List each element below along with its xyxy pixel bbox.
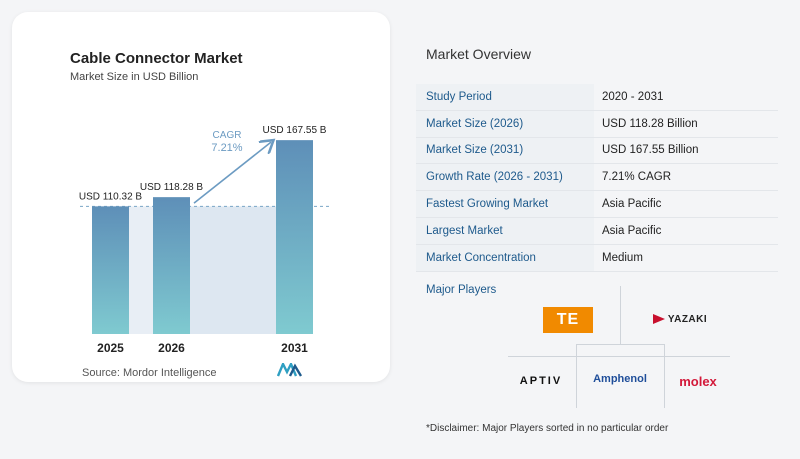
overview-title: Market Overview	[426, 46, 532, 62]
bar-value-label: USD 110.32 B	[79, 191, 143, 202]
overview-table: Study Period 2020 - 2031 Market Size (202…	[416, 84, 778, 272]
row-value: USD 118.28 Billion	[602, 117, 698, 130]
amphenol-logo: Amphenol	[578, 364, 662, 394]
overview-row: Growth Rate (2026 - 2031) 7.21% CAGR	[416, 164, 778, 192]
disclaimer: *Disclaimer: Major Players sorted in no …	[426, 423, 669, 434]
cagr-label: CAGR	[213, 130, 242, 141]
te-logo-mark: TE	[543, 307, 593, 333]
yazaki-logo: YAZAKI	[632, 304, 728, 334]
row-label: Market Size (2026)	[416, 110, 594, 137]
row-label: Growth Rate (2026 - 2031)	[416, 164, 594, 191]
row-value: 7.21% CAGR	[602, 171, 672, 184]
divider	[508, 356, 730, 357]
bar-chart: USD 110.32 B 2025 USD 118.28 B 2026 USD 167.…	[79, 125, 330, 355]
row-label: Study Period	[416, 84, 594, 110]
molex-wordmark: molex	[679, 373, 717, 389]
overview-row: Study Period 2020 - 2031	[416, 84, 778, 111]
growth-shade	[190, 206, 276, 334]
te-logo: TE	[528, 302, 608, 338]
row-label: Market Concentration	[416, 244, 594, 271]
aptiv-logo: APTIV	[508, 366, 574, 396]
bar-value-label: USD 167.55 B	[263, 125, 327, 136]
overview-row: Market Size (2031) USD 167.55 Billion	[416, 137, 778, 165]
overview-row: Market Size (2026) USD 118.28 Billion	[416, 110, 778, 138]
bar-2031	[276, 140, 313, 334]
row-label: Fastest Growing Market	[416, 191, 594, 217]
players-grid: TE YAZAKI APTIV Amphenol molex	[508, 286, 730, 408]
source-note: Source: Mordor Intelligence	[82, 367, 217, 379]
divider	[576, 344, 664, 345]
row-value: Asia Pacific	[602, 198, 662, 211]
yazaki-mark-icon	[652, 314, 665, 324]
row-value: 2020 - 2031	[602, 90, 664, 103]
bar-2026	[153, 197, 190, 334]
row-value: Medium	[602, 251, 643, 264]
chart-subtitle: Market Size in USD Billion	[70, 71, 199, 83]
chart-title: Cable Connector Market	[70, 50, 243, 67]
row-value: USD 167.55 Billion	[602, 144, 699, 157]
base-shade	[129, 206, 153, 334]
overview-row: Market Concentration Medium	[416, 244, 778, 272]
overview-row: Fastest Growing Market Asia Pacific	[416, 191, 778, 218]
divider	[664, 344, 665, 408]
amphenol-wordmark: Amphenol	[593, 373, 647, 385]
bar-2025	[92, 206, 129, 334]
bar-value-label: USD 118.28 B	[140, 182, 204, 193]
molex-logo: molex	[666, 366, 730, 396]
x-tick-label: 2031	[281, 341, 308, 355]
overview-row: Largest Market Asia Pacific	[416, 217, 778, 245]
row-label: Largest Market	[416, 217, 594, 244]
aptiv-wordmark: APTIV	[519, 375, 563, 387]
cagr-value: 7.21%	[211, 142, 242, 154]
row-label: Market Size (2031)	[416, 137, 594, 164]
cagr-arrow	[193, 142, 271, 204]
x-tick-label: 2026	[158, 341, 185, 355]
divider	[620, 286, 621, 344]
divider	[576, 344, 577, 408]
yazaki-wordmark: YAZAKI	[667, 313, 708, 325]
x-tick-label: 2025	[97, 341, 124, 355]
mordor-intelligence-logo-icon	[277, 363, 303, 377]
row-value: Asia Pacific	[602, 224, 662, 237]
major-players-title: Major Players	[426, 284, 497, 296]
